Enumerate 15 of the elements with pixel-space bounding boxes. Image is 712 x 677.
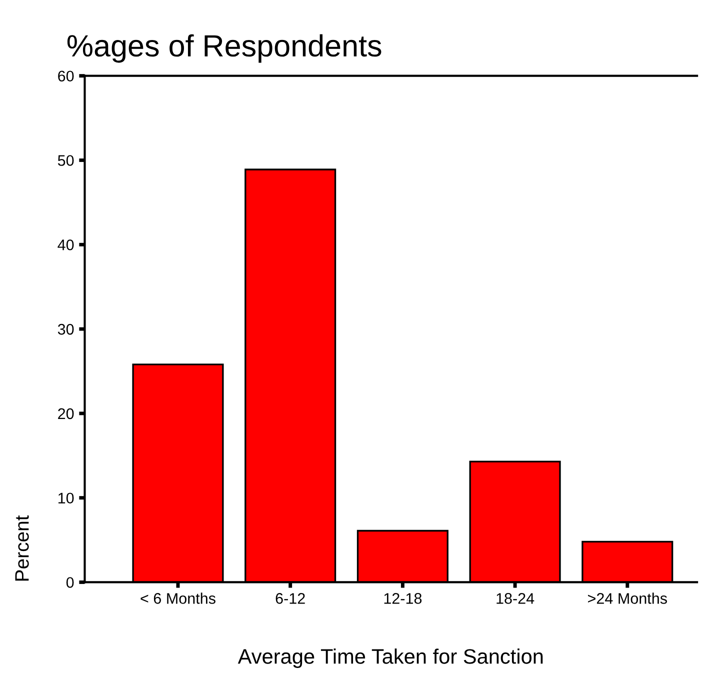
x-tick-label: 18-24 bbox=[496, 593, 534, 604]
y-tick-label: 60 bbox=[58, 70, 74, 82]
y-axis-title: Percent bbox=[15, 515, 29, 581]
y-tick-label: 50 bbox=[58, 155, 74, 166]
x-axis-title: Average Time Taken for Sanction bbox=[238, 648, 543, 668]
chart-title: %ages of Respondents bbox=[67, 34, 382, 63]
y-tick-label: 0 bbox=[66, 577, 74, 588]
y-tick-label: 10 bbox=[58, 492, 74, 504]
y-tick-label: 30 bbox=[58, 324, 74, 335]
y-tick-label: 40 bbox=[58, 239, 74, 250]
x-tick-label: >24 Months bbox=[588, 592, 667, 604]
x-tick-label: < 6 Months bbox=[140, 592, 216, 604]
x-tick-label: 12-18 bbox=[384, 593, 422, 604]
y-tick-label: 20 bbox=[58, 408, 74, 420]
x-tick-label: 6-12 bbox=[276, 593, 305, 604]
